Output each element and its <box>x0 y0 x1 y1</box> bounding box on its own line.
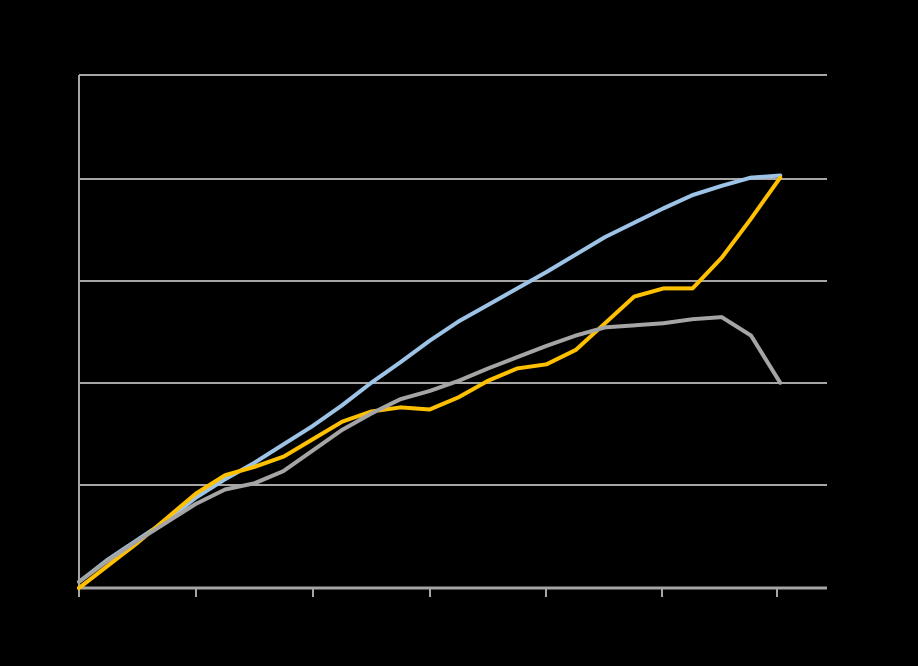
series-line-series-yellow <box>77 175 783 590</box>
series-line-series-blue <box>77 173 783 584</box>
series-line-series-gray <box>77 315 783 584</box>
axis-lines <box>77 75 827 590</box>
data-series <box>77 173 783 590</box>
gridlines <box>79 74 827 486</box>
